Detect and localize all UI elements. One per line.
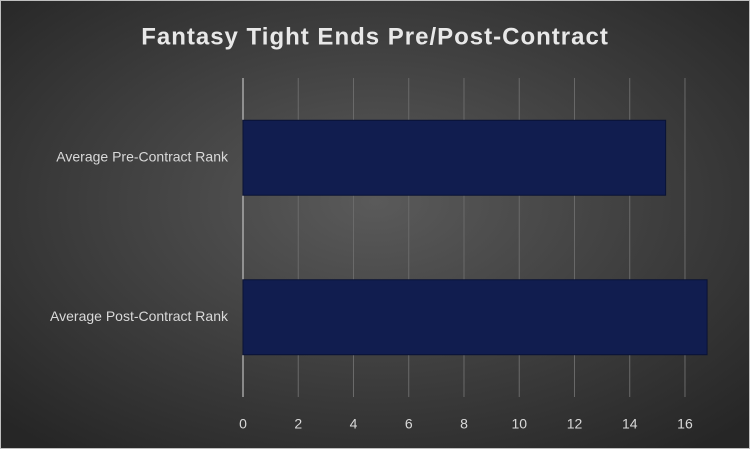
x-tick-label: 8: [460, 416, 468, 432]
x-tick-label: 2: [294, 416, 302, 432]
y-tick-label: Average Post-Contract Rank: [50, 308, 229, 324]
x-tick-label: 4: [350, 416, 358, 432]
chart-title: Fantasy Tight Ends Pre/Post-Contract: [141, 23, 609, 50]
x-tick-label: 14: [622, 416, 638, 432]
x-tick-label: 16: [677, 416, 693, 432]
bar: [242, 119, 667, 196]
x-tick-label: 0: [239, 416, 247, 432]
y-tick-label: Average Pre-Contract Rank: [56, 148, 229, 164]
x-tick-label: 12: [567, 416, 583, 432]
bar: [242, 279, 708, 356]
x-tick-label: 10: [511, 416, 527, 432]
x-tick-label: 6: [405, 416, 413, 432]
